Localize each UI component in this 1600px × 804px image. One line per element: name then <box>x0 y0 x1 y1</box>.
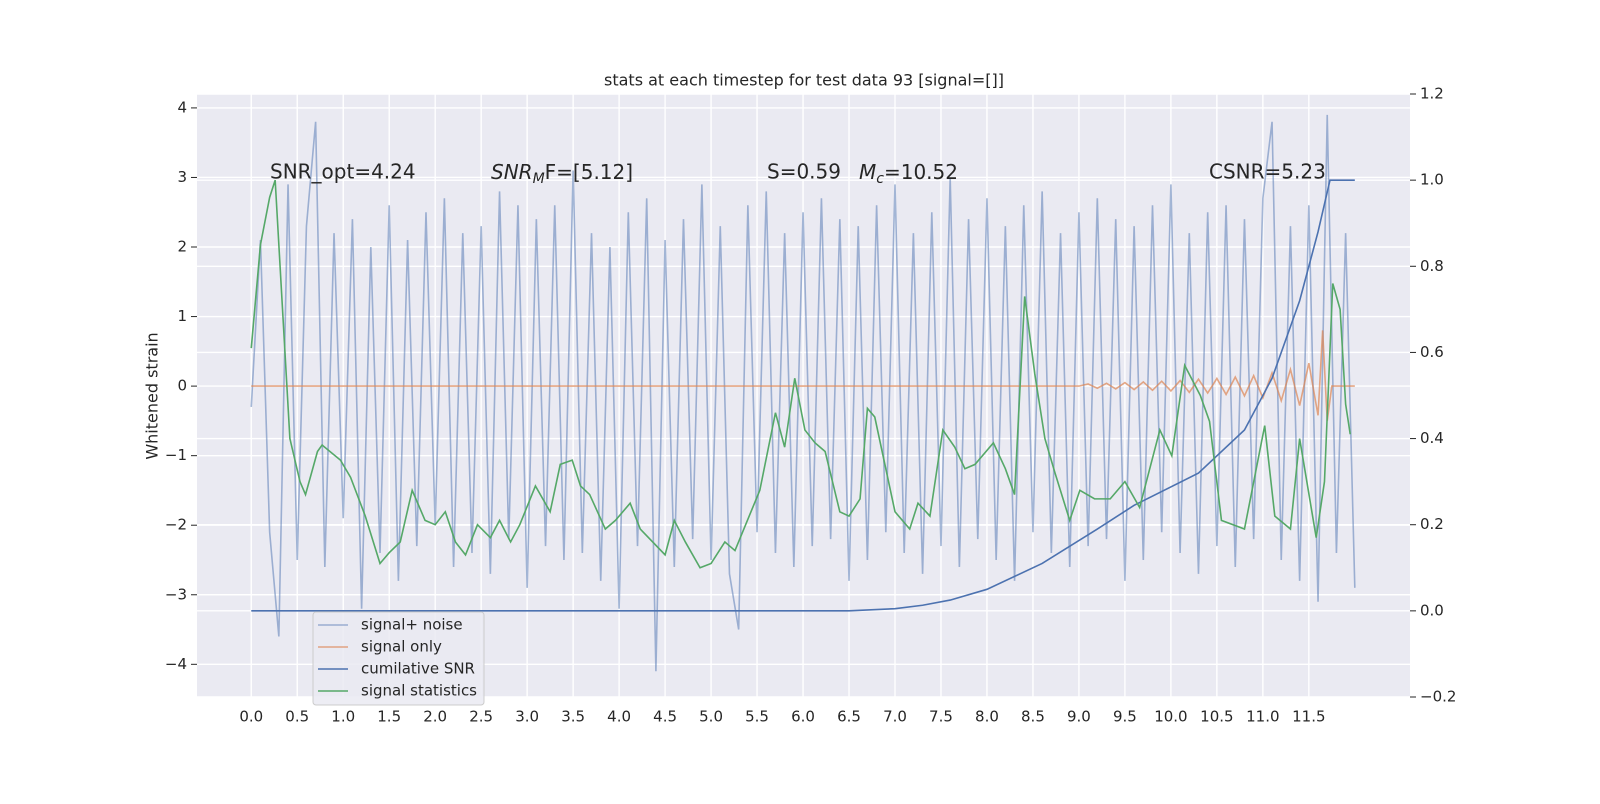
y2-tick-label: 1.0 <box>1420 171 1444 189</box>
x-tick-label: 6.0 <box>791 708 815 726</box>
grid <box>197 93 1410 698</box>
y2-tick-label: −0.2 <box>1420 688 1456 706</box>
annotation: S=0.59 <box>767 160 841 184</box>
y-tick-label: −2 <box>165 516 187 534</box>
x-tick-label: 11.0 <box>1246 708 1279 726</box>
x-tick-label: 1.0 <box>331 708 355 726</box>
y-tick-label: −4 <box>165 655 187 673</box>
x-tick-label: 0.0 <box>239 708 263 726</box>
x-tick-label: 10.5 <box>1200 708 1233 726</box>
legend-label: signal+ noise <box>361 616 463 634</box>
x-tick-label: 3.0 <box>515 708 539 726</box>
legend-label: cumilative SNR <box>361 660 475 678</box>
x-tick-label: 7.5 <box>929 708 953 726</box>
x-tick-label: 2.5 <box>469 708 493 726</box>
x-tick-label: 11.5 <box>1292 708 1325 726</box>
x-tick-label: 5.0 <box>699 708 723 726</box>
y-tick-label: 4 <box>177 98 187 116</box>
y-tick-label: −3 <box>165 585 187 603</box>
y-tick-label: 1 <box>177 307 187 325</box>
annotations: SNR_opt=4.24 SNRMF=[5.12] S=0.59 Mc=10.52 CS… <box>270 160 1326 188</box>
x-tick-label: 10.0 <box>1154 708 1187 726</box>
x-tick-label: 9.5 <box>1113 708 1137 726</box>
annotation-tail: F=[5.12] <box>545 160 633 184</box>
annotation: SNR_opt=4.24 <box>270 160 416 184</box>
x-tick-label: 2.0 <box>423 708 447 726</box>
chart-title: stats at each timestep for test data 93 … <box>604 71 1004 90</box>
y2-tick-label: 0.8 <box>1420 257 1444 275</box>
series-line <box>251 179 1355 612</box>
series-line <box>250 179 1352 569</box>
annotation-tail: =10.52 <box>884 160 958 184</box>
annotation-sub: M <box>533 171 545 187</box>
y2-tick-label: 0.6 <box>1420 343 1444 361</box>
y-axis-label: Whitened strain <box>143 332 162 459</box>
y-tick-label: 2 <box>177 238 187 256</box>
annotation: Mc=10.52 <box>859 160 958 188</box>
legend-box <box>312 611 485 706</box>
annotation: SNRMF=[5.12] <box>491 160 633 188</box>
legend-label: signal only <box>361 638 442 656</box>
legend: signal+ noise signal only cumilative SNR si… <box>312 611 485 706</box>
y-tick-label: 0 <box>177 377 187 395</box>
annotation-sub: c <box>876 171 884 187</box>
annotation-main: M <box>859 160 876 184</box>
x-tick-label: 7.0 <box>883 708 907 726</box>
series-line <box>251 330 1355 421</box>
y-tick-label: −1 <box>165 446 187 464</box>
y-tick-label: 3 <box>177 168 187 186</box>
y2-tick-label: 0.4 <box>1420 429 1444 447</box>
annotation-main: SNR <box>491 160 533 184</box>
x-tick-label: 4.0 <box>607 708 631 726</box>
x-tick-label: 8.5 <box>1021 708 1045 726</box>
y2-tick-label: 1.2 <box>1420 85 1444 103</box>
axes: 0.0 0.5 1.0 1.5 2.0 2.5 3.0 3.5 4.0 4.5 5.0 5.5 6.0 6… <box>165 85 1457 726</box>
x-tick-label: 5.5 <box>745 708 769 726</box>
y2-tick-label: 0.0 <box>1420 601 1444 619</box>
x-tick-label: 8.0 <box>975 708 999 726</box>
x-tick-label: 6.5 <box>837 708 861 726</box>
x-tick-label: 9.0 <box>1067 708 1091 726</box>
y2-tick-label: 0.2 <box>1420 515 1444 533</box>
x-tick-label: 4.5 <box>653 708 677 726</box>
x-tick-label: 0.5 <box>285 708 309 726</box>
marks <box>250 114 1356 672</box>
legend-label: signal statistics <box>361 682 477 700</box>
annotation: CSNR=5.23 <box>1209 160 1326 184</box>
x-tick-label: 3.5 <box>561 708 585 726</box>
x-tick-label: 1.5 <box>377 708 401 726</box>
